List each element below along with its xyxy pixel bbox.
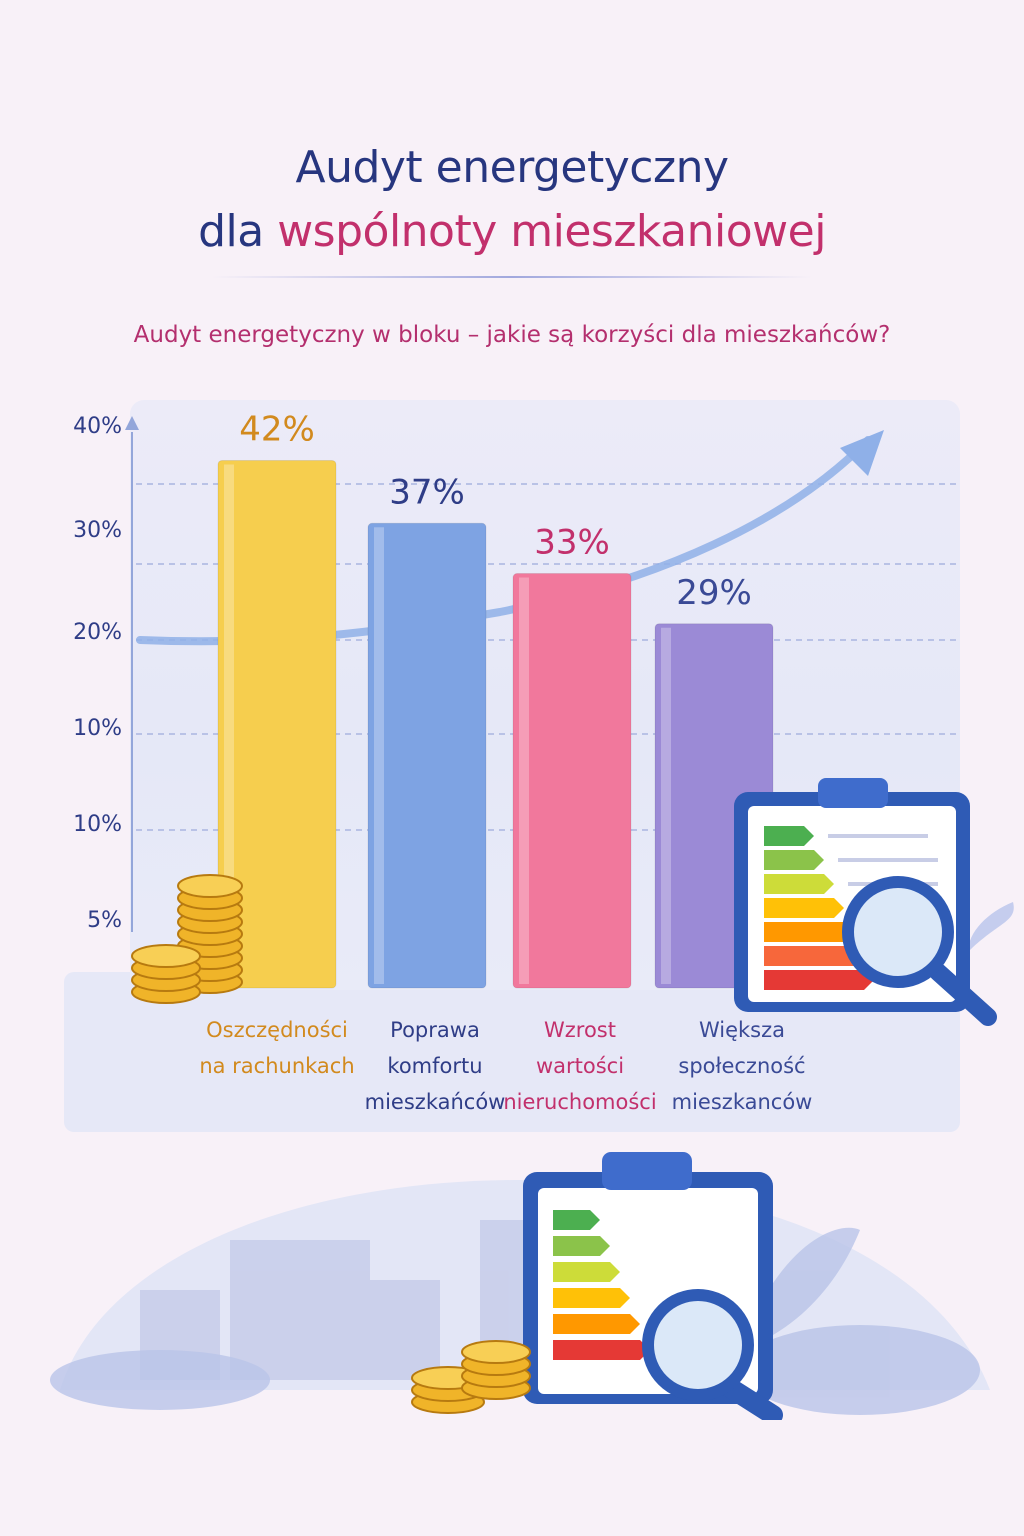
bar-highlight [224,464,234,985]
category-label-line: mieszkańców [364,1090,506,1114]
bar-value-label: 29% [676,573,752,613]
category-label-line: Wzrost [544,1018,616,1042]
y-tick-label: 10% [73,716,122,741]
trend-arrow-head [840,430,884,476]
category-label-line: komfortu [387,1054,483,1078]
category-label-line: Większa [698,1018,786,1042]
y-tick-label: 40% [73,414,122,439]
category-label: Oszczędności na rachunkach [172,1012,382,1084]
magnifier-icon [842,876,997,1026]
bar [217,459,337,989]
page-title-line1: Audyt energetyczny [295,142,729,193]
category-label: Poprawa komfortu mieszkańców [350,1012,520,1120]
y-axis-line [131,432,133,932]
y-tick-label: 5% [87,908,122,933]
subtitle: Audyt energetyczny w bloku – jakie są ko… [133,322,891,348]
bar [512,573,632,989]
bar-value-label: 42% [239,409,315,449]
category-label-line: Oszczędności [206,1018,348,1042]
bars-layer [217,459,774,989]
energy-label-icon [764,826,874,990]
clipboard-icon [734,778,1014,1026]
coin-stack-icon [131,874,243,1004]
title-prefix: dla [198,206,264,257]
bar-value-label: 33% [534,523,610,563]
category-label-line: Poprawa [390,1018,480,1042]
value-labels-layer: 42% 37% 33% 29% [239,409,752,612]
category-label-line: wartości [535,1054,625,1078]
title-divider [212,276,812,278]
bar [367,522,487,989]
clipboard-illustration-bottom [411,1152,783,1420]
title-highlight: wspólnoty mieszkaniowej [277,206,826,257]
category-label-line: mieszkanców [671,1090,813,1114]
category-label: Większa społeczność mieszkanców [642,1012,842,1120]
bar-value-label: 37% [389,472,465,512]
y-axis-arrow [125,416,139,430]
y-tick-label: 10% [73,812,122,837]
category-label-line: na rachunkach [199,1054,355,1078]
category-label-line: społeczność [678,1054,806,1078]
y-tick-label: 30% [73,518,122,543]
y-tick-label: 20% [73,620,122,645]
bar-highlight [661,627,671,984]
bar-highlight [374,527,384,984]
page-title-line2: dla wspólnoty mieszkaniowej [0,206,1024,257]
bar-highlight [519,577,529,984]
category-label: Wzrost wartości nieruchomości [500,1012,660,1120]
category-label-line: nieruchomości [503,1090,657,1114]
